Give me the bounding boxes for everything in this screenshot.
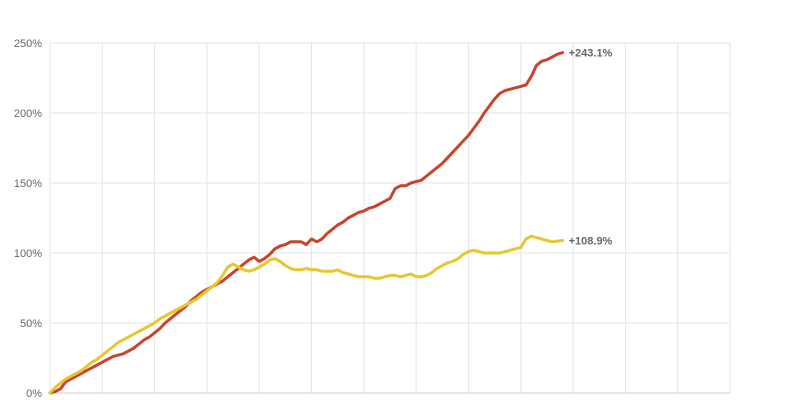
series-end-label-2: +108.9% bbox=[569, 236, 613, 248]
grid-lines bbox=[49, 42, 731, 394]
y-tick-label: 50% bbox=[20, 318, 42, 330]
y-tick-label: 0% bbox=[26, 388, 42, 400]
series-line-2 bbox=[48, 234, 565, 395]
y-tick-label: 100% bbox=[14, 248, 42, 260]
end-labels: +243.1% +108.9% bbox=[569, 48, 613, 248]
series-end-label-1: +243.1% bbox=[569, 48, 613, 60]
y-tick-label: 200% bbox=[14, 108, 42, 120]
y-tick-label: 150% bbox=[14, 178, 42, 190]
series-lines bbox=[48, 51, 565, 395]
series-line-1 bbox=[48, 51, 565, 395]
y-tick-label: 250% bbox=[14, 38, 42, 50]
y-axis: 0% 50% 100% 150% 200% 250% bbox=[14, 38, 42, 400]
